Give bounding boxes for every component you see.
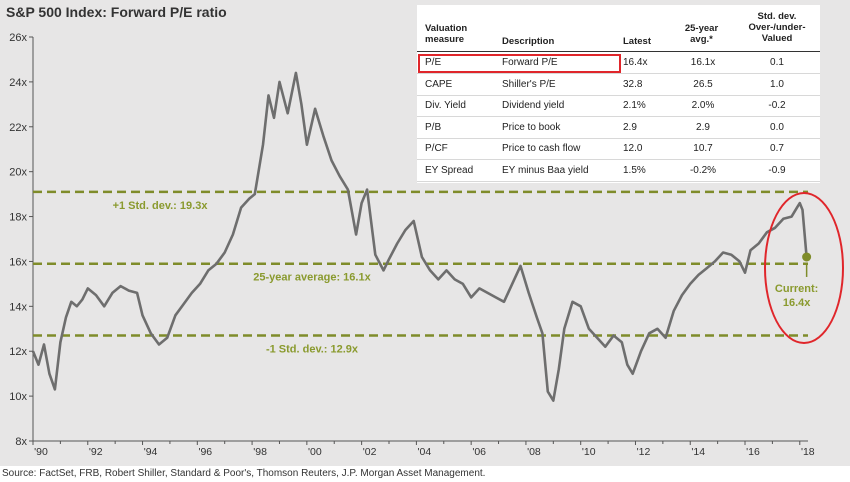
x-tick-label: '16 (746, 446, 760, 458)
table-row: P/B Price to book 2.9 2.9 0.0 (417, 117, 820, 139)
y-tick-label: 10x (9, 391, 27, 403)
x-tick-label: '98 (253, 446, 267, 458)
table-row: P/CF Price to cash flow 12.0 10.7 0.7 (417, 138, 820, 160)
table-cell: 0.1 (770, 57, 784, 68)
x-axis: '90 '92 '94 '96 '98 '00 '02 '04 '06 '08 '10 '12 '14 '… (32, 440, 815, 458)
forward-pe-series-line (31, 71, 808, 402)
table-cell: 2.1% (623, 100, 646, 111)
x-tick-label: '04 (418, 446, 432, 458)
table-cell: 16.1x (690, 57, 716, 68)
header-latest: Latest (623, 36, 651, 47)
current-callout-circle (764, 192, 844, 344)
table-cell: 16.4x (623, 57, 648, 68)
reference-line-label: -1 Std. dev.: 12.9x (266, 344, 359, 356)
header-description: Description (502, 36, 555, 47)
valuation-table: Valuation measure Description Latest 25-… (417, 5, 820, 183)
x-tick-label: '10 (582, 446, 596, 458)
table-row: CAPE Shiller's P/E 32.8 26.5 1.0 (417, 74, 820, 96)
pe-row-highlight (418, 54, 621, 73)
y-tick-label: 20x (9, 167, 27, 179)
x-tick-label: '94 (144, 446, 158, 458)
table-cell: 0.0 (770, 121, 784, 133)
x-tick-label: '06 (472, 446, 486, 458)
y-tick-label: 24x (9, 77, 27, 89)
table-cell: Shiller's P/E (502, 78, 556, 90)
table-cell: CAPE (425, 78, 453, 90)
y-tick-label: 8x (15, 436, 27, 448)
table-row: P/E Forward P/E 16.4x 16.1x 0.1 (417, 52, 820, 74)
x-tick-label: '00 (308, 446, 322, 458)
y-tick-label: 12x (9, 346, 27, 358)
table-cell: 26.5 (693, 78, 713, 90)
x-tick-label: '14 (691, 446, 705, 458)
y-tick-label: 18x (9, 212, 27, 224)
table-cell: Div. Yield (425, 100, 466, 111)
table-cell: 12.0 (623, 143, 643, 154)
table-cell: Price to book (502, 121, 561, 133)
table-cell: P/B (425, 121, 442, 133)
table-header: Valuation measure Description Latest 25-… (417, 5, 820, 52)
table-cell: Forward P/E (502, 57, 558, 68)
table-cell: Dividend yield (502, 100, 565, 111)
table-cell: 0.7 (770, 143, 784, 154)
header-25yr-avg: 25-year avg.* (684, 23, 719, 45)
chart-title: S&P 500 Index: Forward P/E ratio (6, 4, 227, 20)
x-tick-label: '12 (637, 446, 651, 458)
header-std-dev: Std. dev. Over-/under-Valued (748, 11, 806, 44)
x-tick-label: '96 (198, 446, 212, 458)
table-cell: Price to cash flow (502, 143, 581, 154)
y-tick-label: 16x (9, 256, 27, 268)
table-cell: EY minus Baa yield (502, 164, 589, 176)
table-cell: -0.2% (689, 164, 717, 176)
source-note: Source: FactSet, FRB, Robert Shiller, St… (2, 468, 486, 479)
x-tick-label: '90 (34, 446, 48, 458)
x-tick-label: '02 (363, 446, 377, 458)
y-axis: 26x 24x 22x 20x 18x 16x 14x 12x 10x 8x (9, 32, 34, 448)
reference-lines: +1 Std. dev.: 19.3x 25-year average: 16.1… (33, 190, 808, 356)
table-cell: P/CF (425, 143, 448, 154)
table-cell: 1.0 (770, 78, 784, 90)
y-tick-label: 22x (9, 122, 27, 134)
y-tick-label: 26x (9, 32, 27, 44)
reference-line-label: 25-year average: 16.1x (253, 272, 371, 284)
table-cell: -0.9 (768, 164, 786, 176)
x-tick-label: '18 (801, 446, 815, 458)
table-cell: -0.2 (768, 100, 786, 111)
table-cell: 2.9 (623, 121, 637, 133)
table-cell: 2.9 (696, 121, 710, 133)
table-cell: EY Spread (425, 164, 474, 176)
table-cell: 1.5% (623, 164, 646, 176)
table-cell: 32.8 (623, 78, 643, 90)
x-tick-label: '08 (527, 446, 541, 458)
table-cell: 2.0% (691, 100, 715, 111)
y-tick-label: 14x (9, 301, 27, 313)
table-row: Div. Yield Dividend yield 2.1% 2.0% -0.2 (417, 95, 820, 117)
reference-line-label: +1 Std. dev.: 19.3x (113, 200, 209, 212)
x-tick-label: '92 (89, 446, 103, 458)
table-cell: 10.7 (693, 143, 713, 154)
table-cell: P/E (425, 57, 442, 68)
header-valuation-measure: Valuation measure (425, 23, 468, 45)
table-row: EY Spread EY minus Baa yield 1.5% -0.2% -0.9 (417, 160, 820, 182)
